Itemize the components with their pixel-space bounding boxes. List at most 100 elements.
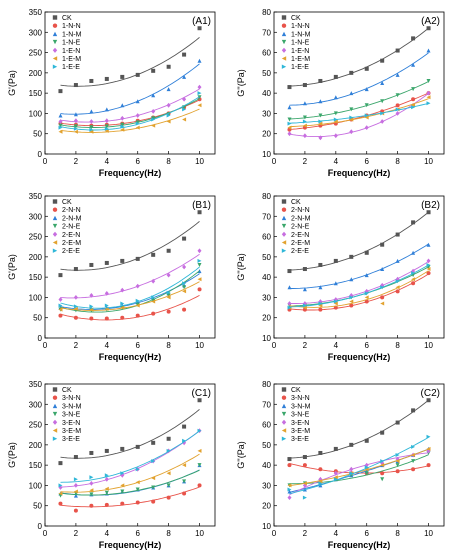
data-point: [287, 463, 292, 468]
legend-label: 1-E-E: [291, 64, 309, 71]
legend-label: 2-E-E: [291, 248, 309, 255]
data-point: [395, 107, 400, 112]
plot-frame: [44, 11, 216, 155]
x-tick-label: 8: [166, 529, 171, 538]
y-tick-label: 200: [29, 253, 43, 262]
data-point: [104, 473, 109, 478]
fit-curve-1-e-n: [60, 88, 200, 123]
data-point: [58, 501, 63, 506]
legend-label: 1-E-E: [62, 64, 80, 71]
data-point: [318, 301, 323, 306]
data-point: [182, 107, 187, 112]
data-point: [120, 115, 125, 121]
chart-panel-a2: (A2) 0 2 4 6 8 10 10 20 30 40 50 60 70 80 Frequency(Hz)…: [236, 8, 445, 178]
data-point: [426, 242, 431, 247]
data-point: [318, 119, 323, 124]
data-point: [151, 68, 156, 73]
data-point: [426, 446, 431, 451]
data-point: [73, 267, 78, 272]
fit-curve-ck: [60, 409, 200, 459]
legend-label: 1-N-N: [291, 23, 310, 30]
data-point: [120, 315, 125, 320]
fit-curve-3-e-n: [289, 452, 429, 496]
legend: CK3-N-N3-N-M 3-N-E3-E-N3-E-M3-E-E: [281, 387, 311, 443]
legend-marker: [52, 436, 58, 441]
y-tick-label: 30: [262, 481, 271, 490]
x-tick-label: 8: [166, 341, 171, 350]
data-point: [364, 438, 369, 443]
data-point: [58, 273, 63, 278]
y-tick-label: 10: [262, 334, 271, 343]
data-point: [287, 121, 292, 126]
legend-label: 2-E-E: [62, 248, 80, 255]
data-point: [89, 304, 94, 309]
legend-marker: [52, 231, 58, 237]
legend-label: 2-N-N: [291, 207, 310, 214]
x-tick-label: 0: [43, 157, 48, 166]
data-point: [104, 126, 109, 131]
data-point: [89, 492, 94, 497]
y-tick-label: 60: [262, 233, 271, 242]
data-point: [287, 305, 292, 310]
data-point: [166, 448, 171, 453]
legend-label: 2-E-N: [291, 232, 309, 239]
fit-curve-1-e-m: [60, 108, 200, 133]
data-point: [364, 291, 369, 296]
x-tick-label: 8: [395, 529, 400, 538]
data-point: [182, 307, 187, 312]
data-point: [135, 256, 140, 261]
data-point: [318, 78, 323, 83]
data-point: [151, 295, 156, 300]
legend-marker: [281, 411, 287, 417]
data-point: [349, 295, 354, 300]
data-point: [73, 508, 78, 513]
x-tick-label: 6: [365, 157, 370, 166]
legend-marker: [52, 47, 58, 53]
data-point: [426, 79, 431, 83]
legend-label: 1-N-N: [62, 23, 81, 30]
data-point: [58, 303, 63, 308]
data-point: [364, 465, 369, 470]
data-point: [333, 74, 338, 79]
data-point: [89, 316, 94, 321]
data-point: [380, 301, 385, 306]
data-point: [287, 457, 292, 462]
data-point: [197, 463, 202, 468]
data-point: [182, 52, 187, 57]
data-point: [120, 483, 125, 488]
data-point: [395, 279, 400, 284]
data-point: [411, 408, 416, 413]
legend-marker: [281, 39, 287, 45]
data-point: [349, 254, 354, 259]
data-point: [151, 299, 156, 304]
data-point: [426, 263, 431, 267]
x-axis-label: Frequency(Hz): [99, 168, 162, 178]
legend: CK1-N-N1-N-M 1-N-E1-E-N1-E-M1-E-E: [52, 15, 82, 71]
data-point: [333, 446, 338, 451]
data-point: [302, 301, 307, 306]
data-point: [197, 448, 202, 453]
legend-label: CK: [62, 199, 72, 206]
data-point: [287, 85, 292, 90]
x-tick-label: 10: [424, 529, 433, 538]
x-tick-label: 0: [43, 341, 48, 350]
data-point: [287, 495, 292, 500]
y-tick-label: 200: [29, 441, 43, 450]
data-point: [380, 471, 385, 476]
y-tick-label: 0: [38, 150, 43, 159]
data-point: [380, 430, 385, 435]
data-point: [89, 503, 94, 508]
y-axis-label: G''(Pa): [236, 441, 246, 468]
data-point: [380, 242, 385, 247]
y-tick-label: 300: [29, 400, 43, 409]
data-point: [89, 109, 94, 114]
data-point: [395, 285, 400, 290]
data-point: [197, 248, 202, 254]
data-point: [380, 295, 385, 300]
y-tick-label: 350: [29, 8, 43, 17]
x-axis-label: Frequency(Hz): [99, 540, 162, 550]
fit-curve-1-n-n: [289, 92, 429, 130]
y-tick-label: 20: [262, 502, 271, 511]
data-point: [287, 105, 292, 110]
x-tick-label: 0: [272, 341, 277, 350]
